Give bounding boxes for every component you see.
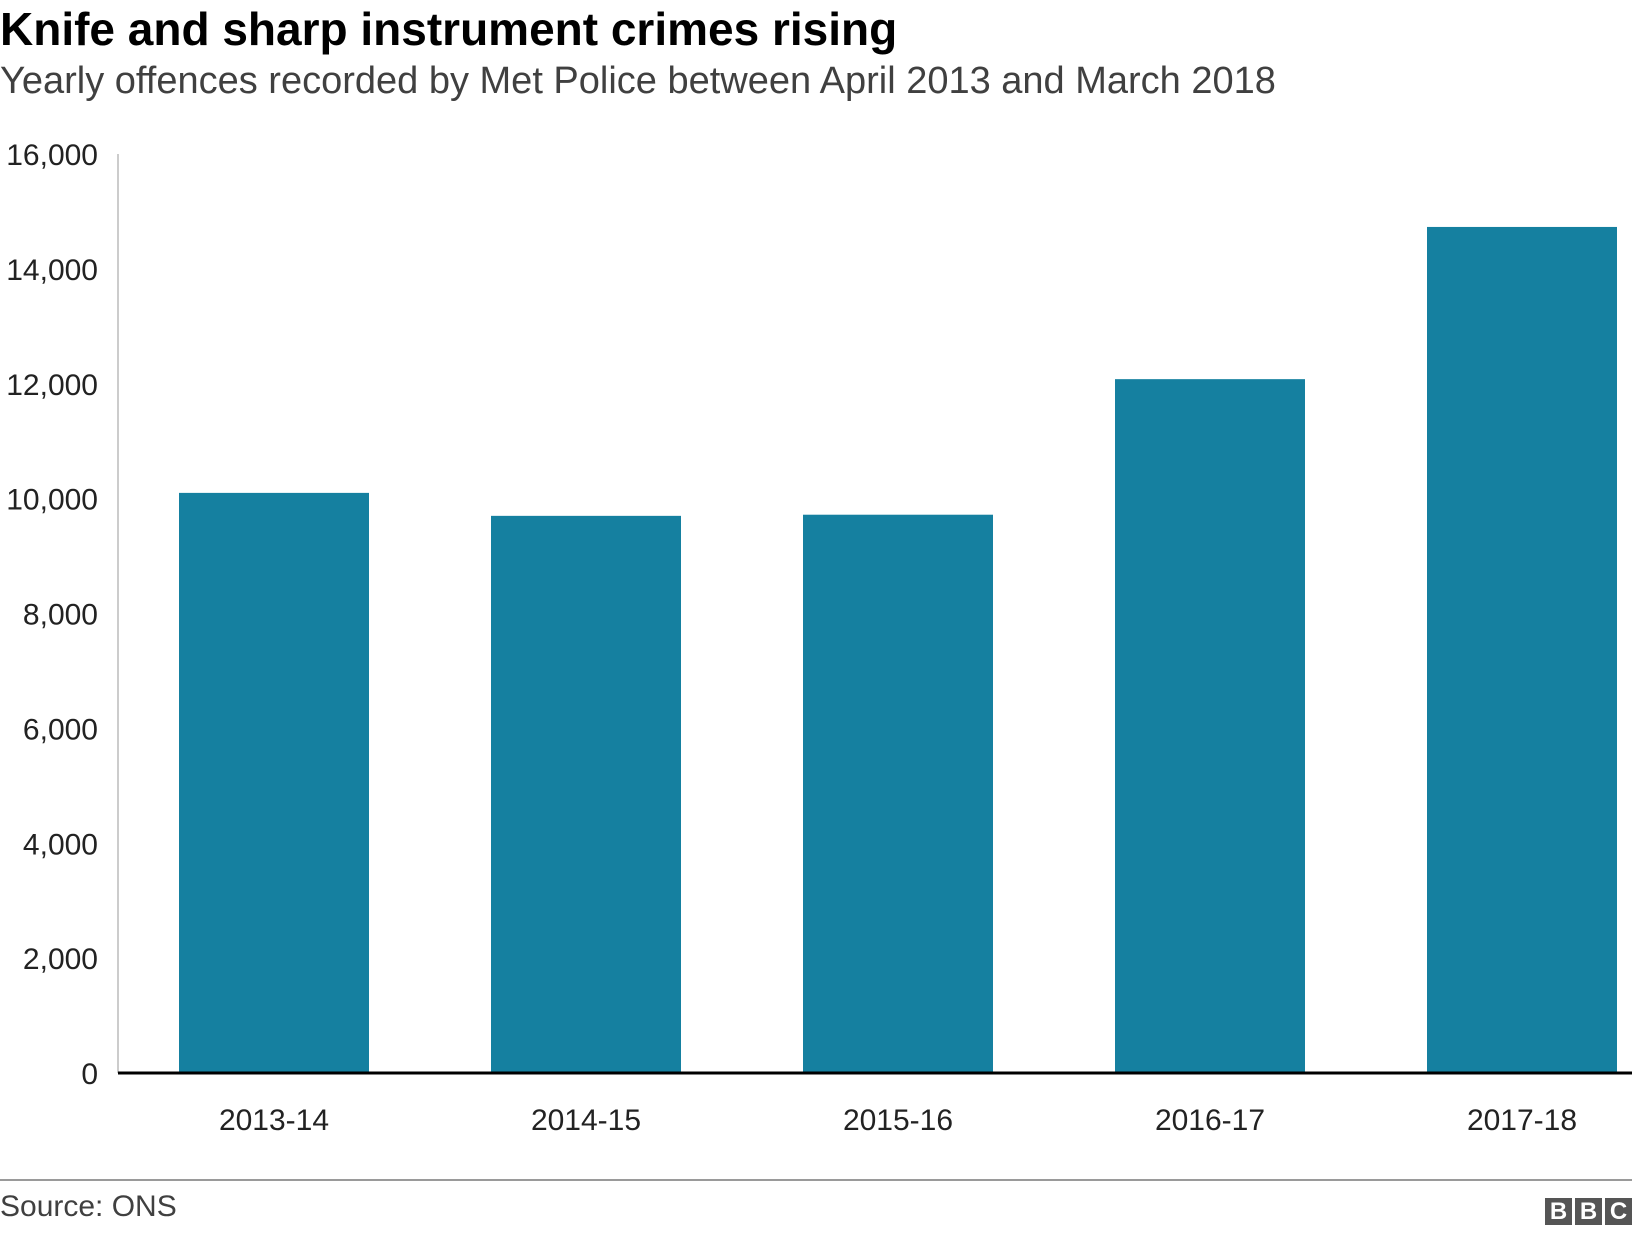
y-tick-label: 2,000 <box>23 943 98 976</box>
logo-letter-b2: B <box>1575 1198 1602 1225</box>
bbc-logo: B B C <box>1545 1198 1632 1225</box>
logo-letter-c: C <box>1605 1198 1632 1225</box>
y-tick-label: 12,000 <box>6 369 98 402</box>
y-tick-label: 14,000 <box>6 254 98 287</box>
chart-title: Knife and sharp instrument crimes rising <box>0 3 898 55</box>
source-note: Source: ONS <box>0 1190 177 1223</box>
y-tick-label: 4,000 <box>23 828 98 861</box>
y-tick-label: 16,000 <box>6 139 98 172</box>
chart-subtitle: Yearly offences recorded by Met Police b… <box>0 60 1276 102</box>
logo-letter-b1: B <box>1545 1198 1572 1225</box>
x-tick-label: 2017-18 <box>1467 1104 1577 1137</box>
y-tick-label: 6,000 <box>23 713 98 746</box>
x-tick-label: 2016-17 <box>1155 1104 1265 1137</box>
x-tick-label: 2015-16 <box>843 1104 953 1137</box>
y-tick-label: 0 <box>81 1058 98 1091</box>
y-tick-label: 10,000 <box>6 484 98 517</box>
y-tick-label: 8,000 <box>23 599 98 632</box>
x-tick-label: 2014-15 <box>531 1104 641 1137</box>
footer-divider <box>0 1179 1632 1181</box>
bar <box>179 492 369 1074</box>
x-tick-label: 2013-14 <box>219 1104 329 1137</box>
bar <box>1115 379 1305 1073</box>
bar <box>1427 226 1617 1073</box>
bar <box>803 514 993 1073</box>
bar <box>491 515 681 1073</box>
